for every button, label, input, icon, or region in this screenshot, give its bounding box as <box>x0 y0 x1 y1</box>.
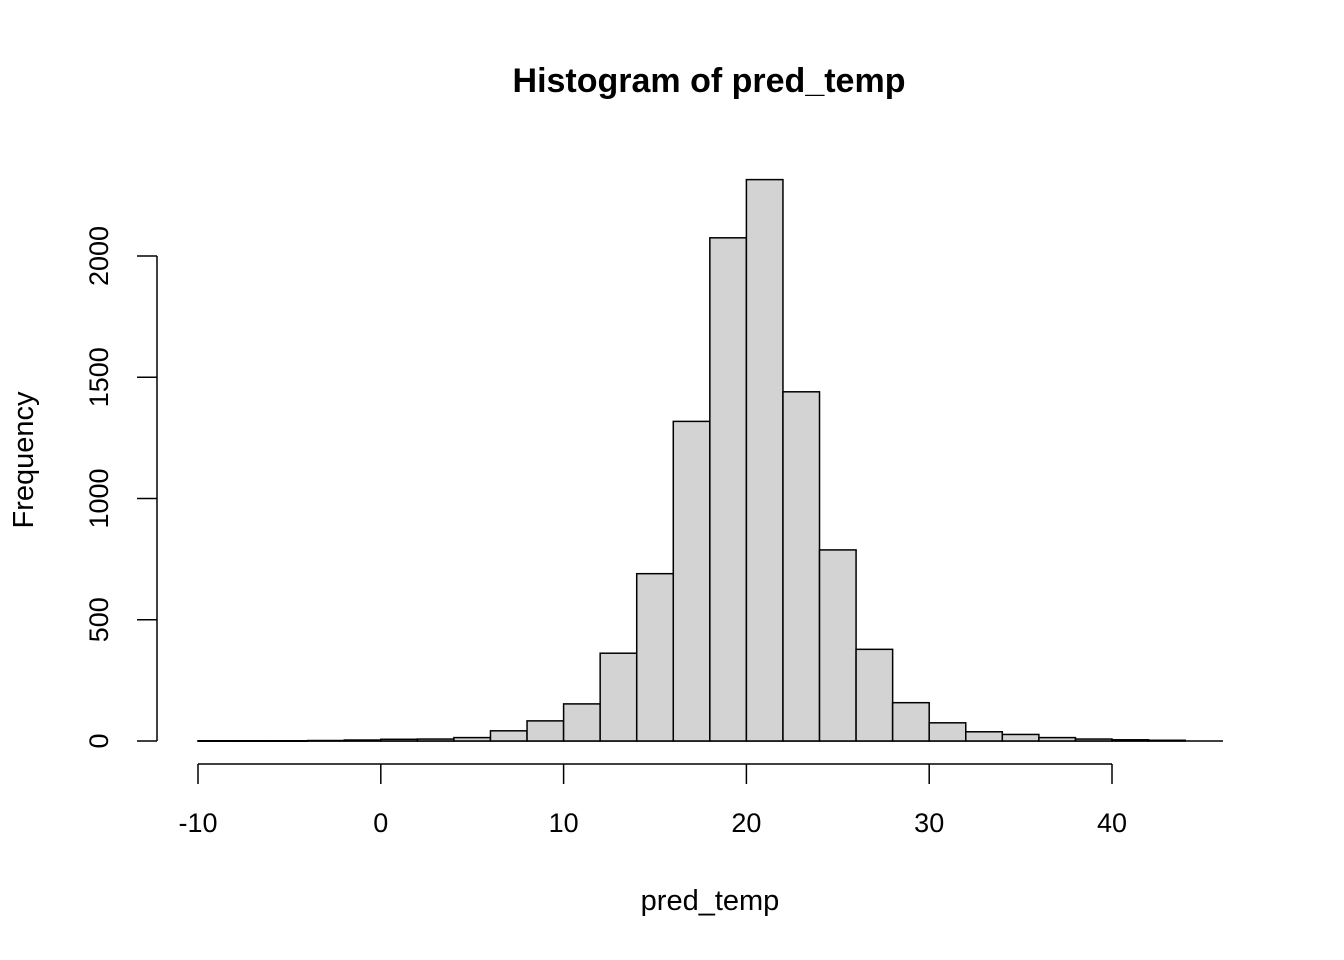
bars-group <box>197 178 1223 743</box>
histogram-bar <box>1038 736 1077 742</box>
y-tick-label: 2000 <box>84 226 114 286</box>
y-axis-label: Frequency <box>8 391 40 529</box>
x-axis: -10 0 10 20 30 40 <box>178 763 1127 838</box>
y-tick-label: 0 <box>84 733 114 748</box>
y-tick-label: 1500 <box>84 347 114 407</box>
histogram-bar <box>928 722 967 742</box>
x-tick-label: 20 <box>731 808 761 838</box>
histogram-bar <box>416 738 455 742</box>
histogram-bar <box>1147 739 1186 742</box>
histogram-bar <box>270 740 309 743</box>
histogram-bar <box>855 648 894 742</box>
histogram-bar <box>709 237 748 742</box>
histogram-bar <box>599 652 638 742</box>
y-tick-label: 1000 <box>84 468 114 528</box>
y-axis: 0 500 1000 1500 2000 <box>84 226 158 749</box>
histogram-bar <box>526 720 565 742</box>
histogram-bar <box>453 736 492 742</box>
histogram-bar <box>1074 738 1113 742</box>
x-axis-label: pred_temp <box>641 885 780 917</box>
histogram-bar <box>745 178 784 742</box>
histogram-bar <box>306 739 345 742</box>
x-tick-label: 0 <box>373 808 388 838</box>
x-tick-label: -10 <box>178 808 217 838</box>
histogram-bar <box>489 730 528 742</box>
x-tick-label: 30 <box>914 808 944 838</box>
histogram-bar <box>233 740 272 743</box>
histogram-bar <box>782 391 821 742</box>
histogram-bar <box>197 740 236 743</box>
histogram-bar <box>635 572 675 742</box>
y-tick-label: 500 <box>84 597 114 642</box>
histogram-bar <box>818 549 857 742</box>
histogram-bar <box>1111 739 1150 742</box>
chart-title: Histogram of pred_temp <box>513 62 906 100</box>
histogram-bar <box>672 420 711 742</box>
histogram-bar <box>965 731 1004 742</box>
histogram-bar <box>562 703 601 742</box>
histogram-bar <box>380 738 419 742</box>
x-tick-label: 40 <box>1097 808 1127 838</box>
histogram-bar <box>1001 733 1040 742</box>
histogram-bar <box>891 701 930 742</box>
x-tick-label: 10 <box>549 808 579 838</box>
histogram-bar <box>343 739 382 742</box>
